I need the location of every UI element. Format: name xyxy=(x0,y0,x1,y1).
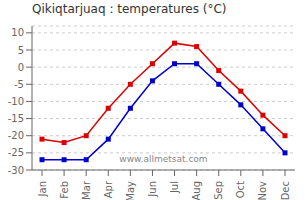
svg-text:Jan: Jan xyxy=(37,181,48,197)
svg-text:Aug: Aug xyxy=(191,181,202,200)
svg-text:Mar: Mar xyxy=(81,180,92,200)
svg-text:-15: -15 xyxy=(8,113,24,124)
svg-text:May: May xyxy=(125,181,136,200)
svg-text:Apr: Apr xyxy=(103,180,114,198)
svg-text:-25: -25 xyxy=(8,147,24,158)
svg-text:Nov: Nov xyxy=(257,181,268,200)
svg-text:Feb: Feb xyxy=(59,181,70,199)
svg-text:-10: -10 xyxy=(8,96,24,107)
svg-text:Jun: Jun xyxy=(147,181,158,198)
svg-text:-20: -20 xyxy=(8,130,24,141)
svg-text:0: 0 xyxy=(18,62,24,73)
html-text:www.allmetsat.com: www.allmetsat.com xyxy=(119,154,208,164)
html-text:Qikiqtarjuaq : temperatures (°: Qikiqtarjuaq : temperatures (°C) xyxy=(32,2,227,16)
svg-text:Dec: Dec xyxy=(280,181,291,200)
svg-text:5: 5 xyxy=(18,45,24,56)
svg-text:Sep: Sep xyxy=(213,181,224,200)
svg-text:Oct: Oct xyxy=(235,181,246,198)
svg-text:-5: -5 xyxy=(14,79,24,90)
svg-text:-30: -30 xyxy=(8,165,24,176)
svg-text:Jul: Jul xyxy=(169,181,180,194)
svg-text:10: 10 xyxy=(11,27,24,38)
